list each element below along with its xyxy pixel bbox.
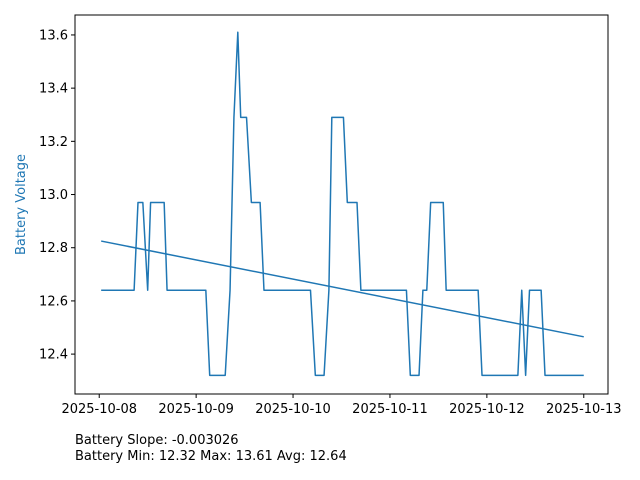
y-tick-label: 13.4 <box>39 82 68 97</box>
y-tick-label: 12.8 <box>39 241 68 256</box>
battery-minmax-text: Battery Min: 12.32 Max: 13.61 Avg: 12.64 <box>75 449 347 464</box>
x-tick-label: 2025-10-09 <box>158 402 234 417</box>
y-tick-label: 13.6 <box>39 28 68 43</box>
battery-slope-text: Battery Slope: -0.003026 <box>75 433 239 448</box>
plot-frame <box>74 14 609 395</box>
y-tick-label: 12.4 <box>39 348 68 363</box>
y-tick-label: 13.0 <box>39 188 68 203</box>
x-tick-label: 2025-10-13 <box>546 402 622 417</box>
y-axis-label: Battery Voltage <box>14 154 29 255</box>
x-tick-label: 2025-10-10 <box>255 402 331 417</box>
battery-voltage-line <box>101 31 584 377</box>
y-tick-label: 13.2 <box>39 135 68 150</box>
x-tick-label: 2025-10-12 <box>449 402 525 417</box>
trend-line <box>101 240 584 338</box>
x-tick-label: 2025-10-08 <box>61 402 137 417</box>
x-tick-label: 2025-10-11 <box>352 402 428 417</box>
y-tick-label: 12.6 <box>39 294 68 309</box>
